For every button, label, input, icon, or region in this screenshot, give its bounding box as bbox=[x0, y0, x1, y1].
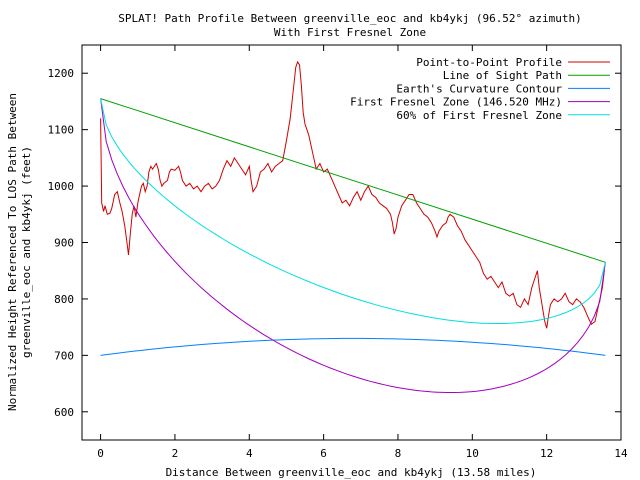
y-axis-ticks: 600 700 800 900 1000 1100 1200 bbox=[48, 67, 621, 419]
y-tick-label: 1000 bbox=[48, 180, 75, 193]
series-line-0 bbox=[100, 60, 605, 329]
x-tick-label: 8 bbox=[395, 447, 402, 460]
x-tick-label: 2 bbox=[172, 447, 179, 460]
x-tick-label: 14 bbox=[614, 447, 628, 460]
x-tick-label: 4 bbox=[246, 447, 253, 460]
chart-subtitle: With First Fresnel Zone bbox=[274, 26, 426, 39]
y-tick-label: 600 bbox=[54, 406, 74, 419]
series-line-3 bbox=[100, 98, 606, 393]
chart-title: SPLAT! Path Profile Between greenville_e… bbox=[118, 12, 582, 25]
x-axis-ticks: 0 2 4 6 8 10 12 14 bbox=[97, 45, 628, 460]
legend-label: Earth's Curvature Contour bbox=[396, 82, 562, 95]
series-line-2 bbox=[100, 337, 606, 356]
legend-label: Point-to-Point Profile bbox=[416, 56, 562, 69]
x-tick-label: 0 bbox=[97, 447, 104, 460]
legend-label: 60% of First Fresnel Zone bbox=[396, 109, 562, 122]
x-tick-label: 6 bbox=[320, 447, 327, 460]
legend-label: Line of Sight Path bbox=[443, 69, 562, 82]
legend-label: First Fresnel Zone (146.520 MHz) bbox=[350, 96, 562, 109]
series-lines bbox=[100, 60, 606, 393]
x-tick-label: 10 bbox=[466, 447, 479, 460]
y-tick-label: 1200 bbox=[48, 67, 75, 80]
y-tick-label: 700 bbox=[54, 349, 74, 362]
x-tick-label: 12 bbox=[540, 447, 553, 460]
x-axis-label: Distance Between greenville_eoc and kb4y… bbox=[166, 466, 537, 479]
plot-frame bbox=[81, 44, 622, 441]
series-line-4 bbox=[100, 98, 606, 324]
y-tick-label: 800 bbox=[54, 293, 74, 306]
y-tick-label: 1100 bbox=[48, 124, 75, 137]
y-tick-label: 900 bbox=[54, 237, 74, 250]
y-axis-label-line2: greenville_eoc and kb4ykj (feet) bbox=[20, 146, 33, 358]
series-line-1 bbox=[100, 98, 606, 263]
y-axis-label-line1: Normalized Height Referenced To LOS Path… bbox=[6, 93, 19, 411]
